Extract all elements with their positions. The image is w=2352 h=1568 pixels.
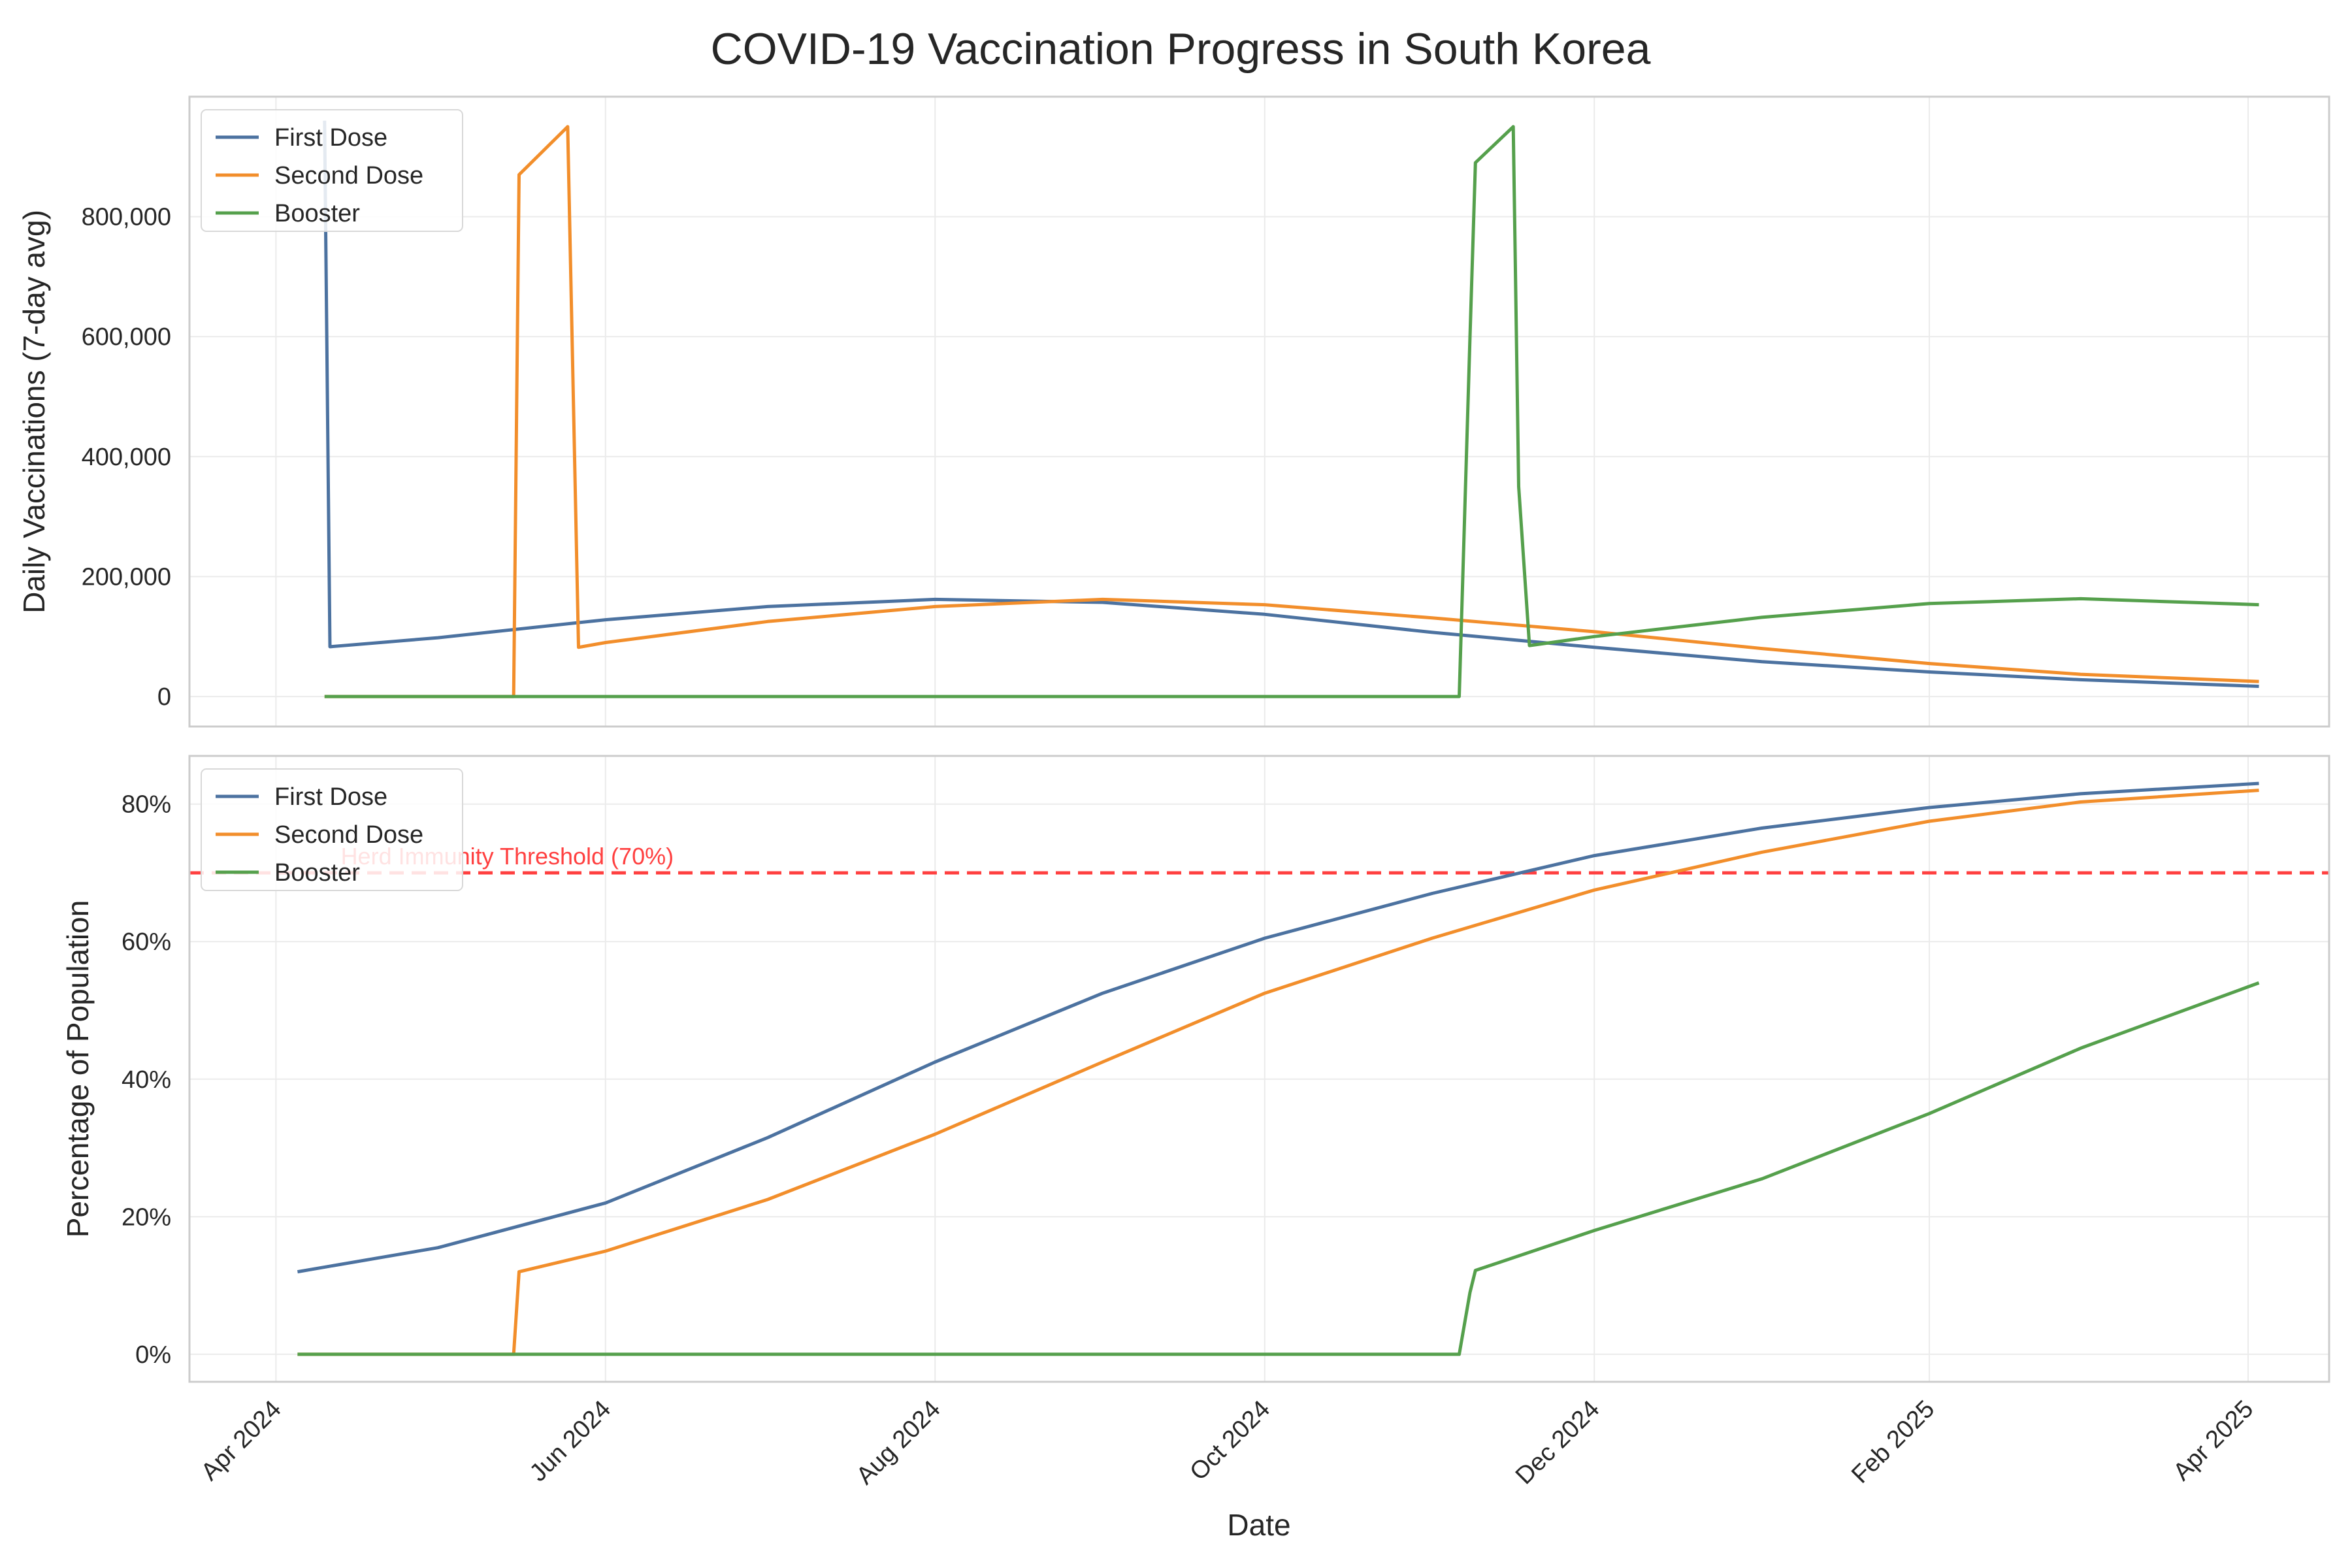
legend-label-booster: Booster — [274, 859, 360, 887]
y-tick-label: 600,000 — [82, 323, 171, 351]
y-tick-label: 40% — [122, 1066, 171, 1094]
y-axis-label: Daily Vaccinations (7-day avg) — [17, 210, 51, 613]
y-tick-label: 80% — [122, 791, 171, 819]
y-tick-label: 400,000 — [82, 444, 171, 471]
chart-title: COVID-19 Vaccination Progress in South K… — [711, 24, 1651, 74]
legend-label-first: First Dose — [274, 783, 387, 811]
panel-1: 0 200,000 400,000 600,000 800,000 Daily Vacci… — [17, 95, 2330, 728]
legend-label-second: Second Dose — [274, 162, 423, 189]
legend-box — [201, 768, 463, 891]
series-line-booster — [324, 125, 2259, 698]
legend-label-second: Second Dose — [274, 821, 423, 849]
panel-2: 0%20%40%60%80%Herd Immunity Threshold (7… — [61, 755, 2330, 1383]
series-line-second — [324, 125, 2259, 698]
y-axis-label: Percentage of Population — [61, 900, 95, 1238]
legend-box — [201, 109, 463, 232]
y-tick-label: 20% — [122, 1203, 171, 1231]
legend: First Dose Second Dose Booster — [201, 109, 463, 232]
plot-frame — [188, 95, 2330, 728]
y-tick-label: 200,000 — [82, 563, 171, 591]
y-tick-label: 0 — [157, 683, 171, 711]
series-line-first — [323, 120, 2259, 688]
legend-label-booster: Booster — [274, 200, 360, 227]
y-tick-label: 0% — [135, 1341, 171, 1369]
series-line-booster — [297, 981, 2260, 1356]
legend-label-first: First Dose — [274, 124, 387, 152]
plot-frame — [188, 755, 2330, 1383]
series-line-second — [297, 789, 2259, 1356]
x-axis-label: Date — [1227, 1508, 1290, 1542]
legend: First Dose Second Dose Booster — [201, 768, 463, 891]
y-tick-label: 60% — [122, 928, 171, 956]
y-tick-label: 800,000 — [82, 204, 171, 231]
series-line-first — [297, 781, 2259, 1274]
